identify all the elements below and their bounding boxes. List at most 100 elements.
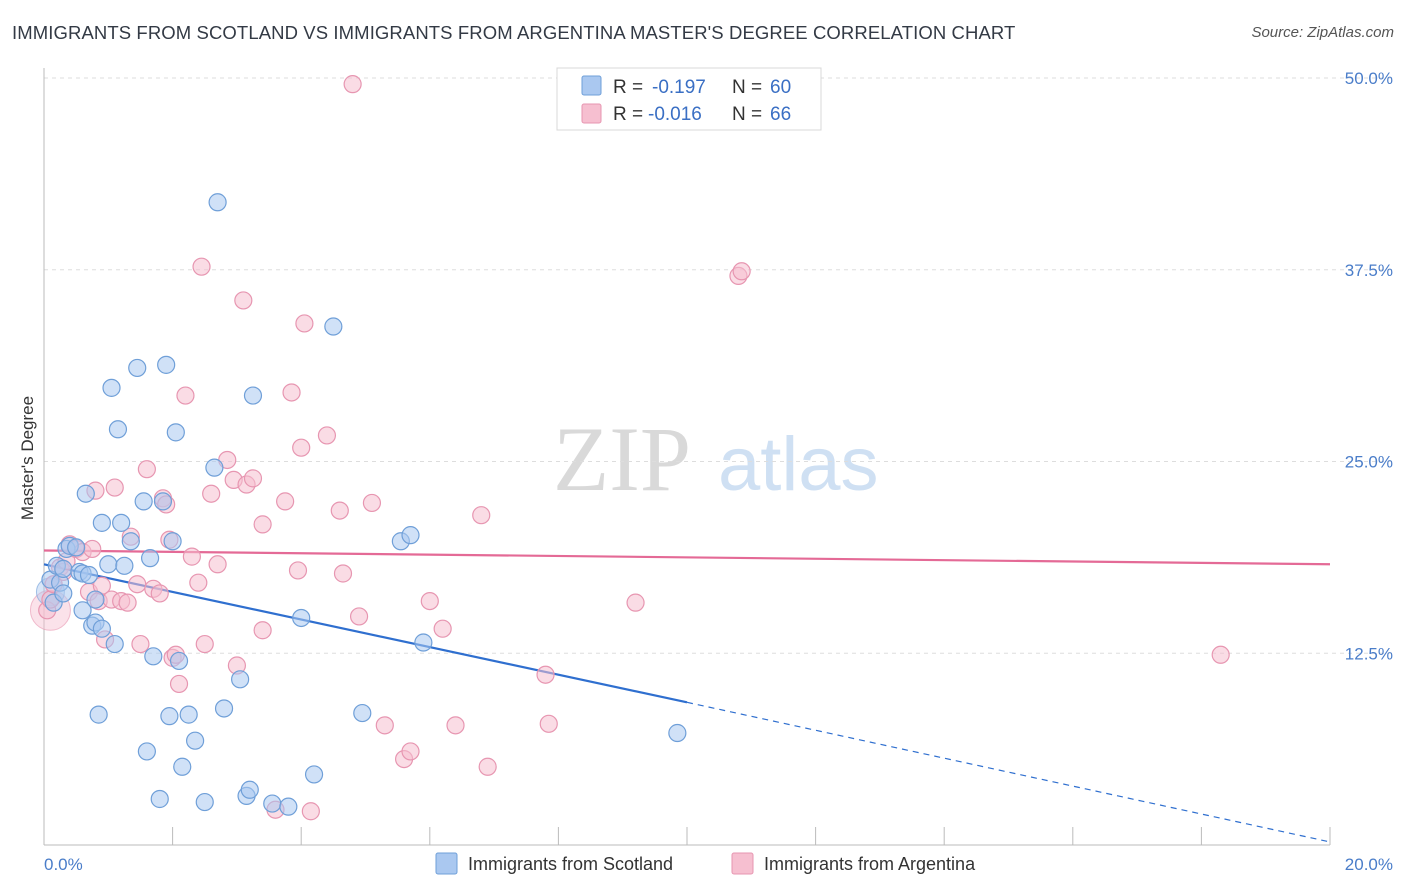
argentina-point: [131, 634, 150, 654]
argentina-trend-line: [43, 549, 1331, 566]
bottom-legend-label-argentina: Immigrants from Argentina: [764, 854, 976, 874]
scotland-point: [304, 765, 324, 784]
legend-r-value-argentina: -0.016: [648, 104, 702, 125]
scotland-point: [92, 619, 111, 638]
argentina-point: [420, 591, 439, 611]
scotland-point: [292, 608, 311, 628]
legend-r-value-scotland: -0.197: [652, 77, 706, 98]
argentina-point: [288, 561, 308, 580]
legend-n-value-argentina: 66: [770, 104, 791, 125]
scotland-point: [79, 565, 99, 585]
argentina-point: [253, 515, 272, 534]
argentina-point: [349, 607, 369, 626]
data-points: [29, 75, 1230, 821]
argentina-point: [732, 262, 751, 281]
argentina-point: [243, 469, 263, 488]
argentina-point: [176, 386, 195, 405]
chart-title: IMMIGRANTS FROM SCOTLAND VS IMMIGRANTS F…: [12, 22, 1016, 43]
argentina-point: [539, 714, 558, 733]
scotland-point: [668, 723, 687, 743]
scotland-point: [279, 797, 298, 816]
argentina-point: [150, 584, 169, 603]
scotland-point: [231, 670, 250, 689]
argentina-point: [446, 716, 465, 735]
scotland-point: [134, 492, 153, 511]
scotland-point: [92, 513, 111, 532]
y-tick-label: 25.0%: [1345, 453, 1393, 472]
axes: [43, 68, 1331, 846]
argentina-point: [362, 493, 382, 513]
argentina-point: [189, 573, 208, 592]
scotland-point: [169, 651, 189, 671]
argentina-point: [208, 555, 227, 574]
scotland-point: [401, 526, 420, 545]
scotland-trend-extension: [686, 701, 1331, 843]
argentina-point: [330, 501, 349, 520]
bottom-legend-swatch-scotland: [435, 852, 458, 875]
scotland-point: [128, 358, 147, 378]
scotland-point: [166, 423, 185, 442]
argentina-point: [195, 634, 214, 654]
scotland-point: [76, 484, 95, 503]
argentina-point: [401, 742, 420, 761]
trend-lines: [43, 549, 1331, 843]
legend-n-value-scotland: 60: [770, 77, 791, 98]
scotland-point: [214, 699, 234, 718]
y-tick-labels: 12.5% 25.0% 37.5% 50.0%: [1345, 69, 1393, 663]
y-tick-label: 37.5%: [1345, 261, 1393, 280]
scotland-point: [112, 513, 131, 532]
argentina-point: [202, 484, 221, 503]
legend-r-label-scotland: R =: [613, 77, 643, 98]
legend-n-label-scotland: N =: [732, 77, 762, 98]
scotland-point: [163, 532, 182, 551]
y-tick-label: 12.5%: [1345, 644, 1393, 663]
argentina-point: [128, 575, 147, 594]
scotland-point: [353, 703, 372, 723]
scotland-point: [67, 538, 86, 557]
scotland-point: [150, 789, 169, 809]
scotland-point: [195, 792, 214, 812]
legend-n-label-argentina: N =: [732, 104, 762, 125]
argentina-point: [536, 665, 555, 684]
argentina-point: [472, 506, 491, 525]
argentina-point: [234, 291, 253, 310]
argentina-point: [333, 564, 353, 583]
scotland-point: [157, 355, 176, 374]
top-legend: R = -0.197 N = 60 R = -0.016 N = 66: [556, 67, 822, 131]
bottom-legend-swatch-argentina: [731, 852, 754, 875]
scotland-point: [243, 386, 263, 405]
legend-r-label-argentina: R =: [613, 104, 643, 125]
scotland-point: [86, 590, 105, 609]
scotland-point: [240, 780, 259, 799]
x-tick-label: 20.0%: [1345, 855, 1393, 874]
legend-swatch-scotland: [581, 75, 602, 96]
scotland-point: [108, 420, 128, 439]
bottom-legend: Immigrants from Scotland Immigrants from…: [435, 852, 976, 875]
scotland-point: [160, 707, 179, 726]
argentina-point: [301, 802, 320, 821]
x-tick-label: 0.0%: [44, 855, 83, 874]
grid-lines: [44, 77, 1392, 654]
argentina-point: [343, 75, 362, 94]
argentina-point: [276, 492, 295, 511]
argentina-point: [253, 621, 272, 640]
scotland-point: [89, 705, 108, 724]
scotland-point: [324, 317, 343, 336]
argentina-point: [433, 619, 452, 638]
source-label: Source: ZipAtlas.com: [1251, 24, 1394, 41]
scotland-point: [414, 633, 433, 652]
argentina-point: [169, 674, 189, 694]
scotland-point: [263, 794, 282, 813]
scotland-point: [102, 378, 121, 397]
scotland-point: [54, 559, 73, 578]
scotland-point: [205, 458, 224, 477]
argentina-point: [137, 460, 156, 479]
y-axis-label: Master's Degree: [18, 396, 37, 520]
scotland-point: [121, 532, 140, 551]
argentina-point: [105, 478, 124, 497]
argentina-point: [83, 539, 102, 559]
argentina-point: [282, 383, 301, 402]
argentina-point: [1211, 645, 1230, 664]
argentina-point: [478, 757, 497, 776]
scotland-point: [99, 555, 118, 574]
